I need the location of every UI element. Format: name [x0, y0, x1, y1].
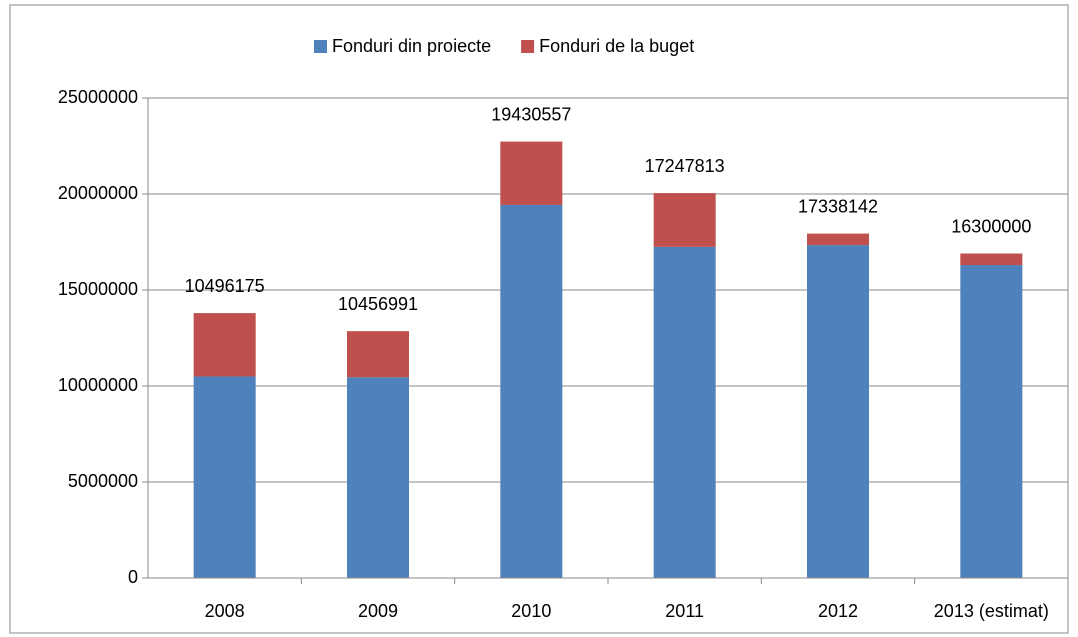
x-tick-label: 2009 — [358, 601, 398, 621]
bar-segment — [193, 313, 256, 377]
data-label: 19430557 — [491, 104, 571, 124]
x-tick-label: 2008 — [205, 601, 245, 621]
bar-segment — [193, 376, 256, 578]
data-label: 10496175 — [185, 276, 265, 296]
legend-label: Fonduri din proiecte — [332, 36, 491, 56]
legend-swatch — [521, 40, 535, 53]
x-tick-label: 2010 — [511, 601, 551, 621]
data-label: 16300000 — [951, 216, 1031, 236]
data-label: 17338142 — [798, 196, 878, 216]
legend-swatch — [314, 40, 327, 53]
y-tick-label: 5000000 — [68, 471, 138, 491]
y-tick-label: 0 — [128, 567, 138, 587]
data-label: 10456991 — [338, 294, 418, 314]
bar-segment — [960, 265, 1023, 578]
x-tick-label: 2011 — [665, 601, 704, 621]
bar-segment — [807, 245, 869, 578]
y-tick-label: 25000000 — [58, 87, 138, 107]
bar-segment — [500, 141, 563, 205]
data-label: 17247813 — [645, 156, 725, 176]
x-tick-label: 2013 (estimat) — [934, 601, 1049, 621]
bar-segment — [347, 377, 409, 578]
x-tick-label: 2012 — [818, 601, 858, 621]
legend-label: Fonduri de la buget — [539, 36, 694, 56]
y-tick-label: 20000000 — [58, 183, 138, 203]
y-tick-label: 15000000 — [58, 279, 138, 299]
y-tick-label: 10000000 — [58, 375, 138, 395]
bar-segment — [653, 246, 716, 579]
bar-segment — [500, 204, 563, 579]
bar-segment — [653, 193, 716, 247]
bar-segment — [960, 253, 1023, 266]
bar-segment — [807, 233, 869, 246]
bar-segment — [347, 331, 409, 378]
